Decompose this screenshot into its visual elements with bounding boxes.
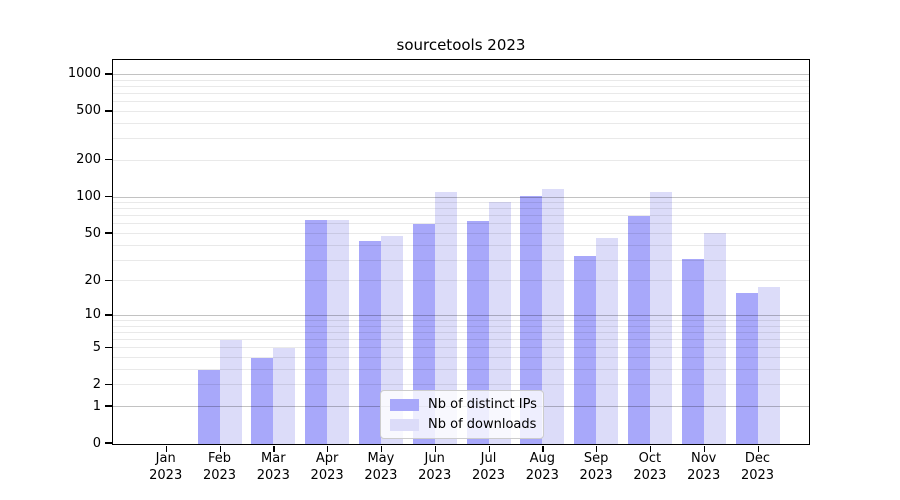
bar-downloads-nov: [703, 232, 726, 444]
legend-swatch-distinct-ips: [390, 398, 419, 411]
gridline-minor: [113, 159, 809, 161]
legend-item: Nb of downloads: [390, 417, 537, 432]
y-tick-label: 50: [84, 225, 101, 241]
y-tick-label: 100: [76, 189, 101, 204]
bar-distinct-ips-dec: [735, 292, 758, 444]
bar-downloads-mar: [273, 348, 296, 444]
y-tick-mark: [105, 346, 112, 348]
gridline-minor: [113, 122, 809, 124]
bar-downloads-oct: [649, 192, 672, 444]
y-tick-label: 2: [92, 376, 101, 392]
bar-distinct-ips-aug: [520, 195, 543, 444]
x-tick-label: Dec 2023: [740, 451, 775, 483]
y-tick-mark: [105, 73, 112, 75]
bar-distinct-ips-oct: [627, 216, 650, 444]
bar-distinct-ips-nov: [681, 258, 704, 444]
x-tick-label: Feb 2023: [202, 451, 237, 483]
y-tick-label: 1000: [67, 66, 101, 82]
x-tick-label: Apr 2023: [310, 451, 344, 483]
bar-distinct-ips-feb: [197, 369, 220, 444]
x-tick-label: Mar 2023: [256, 451, 290, 483]
legend-label: Nb of distinct IPs: [428, 397, 537, 412]
x-tick-label: Aug 2023: [525, 451, 559, 483]
gridline-minor: [113, 85, 809, 87]
bar-downloads-dec: [757, 286, 780, 444]
chart-title: sourcetools 2023: [396, 36, 526, 54]
x-tick-label: Jul 2023: [471, 451, 506, 483]
y-tick-label: 0: [92, 435, 101, 451]
y-tick-label: 10: [84, 307, 101, 323]
bar-distinct-ips-mar: [251, 358, 274, 444]
bar-downloads-jul: [488, 201, 511, 444]
gridline-minor: [113, 223, 809, 225]
x-tick-label: Nov 2023: [687, 451, 721, 483]
bar-distinct-ips-jun: [412, 223, 435, 444]
x-tick-mark: [219, 446, 221, 452]
legend-label: Nb of downloads: [428, 417, 537, 432]
x-tick-label: Jan 2023: [149, 451, 183, 483]
x-tick-label: May 2023: [364, 451, 398, 483]
y-tick-mark: [105, 405, 112, 407]
bar-downloads-aug: [542, 188, 565, 444]
plot-area: 0 1 2 5 10 20 50 100 200 500 1000 Jan 2023 Feb 2023 Mar…: [68, 59, 810, 483]
bar-distinct-ips-sep: [574, 255, 597, 444]
y-tick-mark: [105, 232, 112, 234]
gridline-minor: [113, 101, 809, 103]
gridline-minor: [113, 138, 809, 140]
x-tick-mark: [273, 446, 275, 452]
y-tick-mark: [105, 314, 112, 316]
bar-distinct-ips-apr: [305, 220, 328, 444]
x-tick-mark: [757, 446, 759, 452]
gridline-minor: [113, 202, 809, 203]
y-tick-label: 1: [92, 398, 101, 414]
y-tick-mark: [105, 383, 112, 385]
gridline-major: [113, 73, 809, 75]
y-tick-label: 200: [76, 152, 101, 168]
x-tick-mark: [649, 446, 652, 452]
bar-distinct-ips-may: [358, 240, 381, 444]
x-tick-label: Oct 2023: [633, 451, 667, 483]
x-tick-mark: [703, 446, 706, 452]
bar-downloads-apr: [327, 220, 350, 444]
x-tick-mark: [327, 446, 329, 452]
bar-downloads-sep: [596, 238, 619, 444]
legend: Nb of distinct IPs Nb of downloads: [380, 390, 544, 439]
gridline-minor: [113, 215, 809, 217]
bar-downloads-jun: [434, 192, 457, 444]
legend-swatch-downloads: [390, 418, 419, 431]
x-tick-mark: [488, 446, 490, 452]
x-tick-mark: [380, 446, 383, 452]
x-tick-mark: [596, 446, 598, 452]
y-tick-mark: [105, 195, 112, 198]
y-tick-label: 20: [84, 272, 101, 288]
x-tick-mark: [165, 446, 168, 452]
x-tick-label: Jun 2023: [418, 451, 452, 483]
gridline-major: [113, 196, 809, 198]
bar-downloads-feb: [219, 340, 242, 444]
y-tick-mark: [105, 159, 112, 161]
y-tick-mark: [105, 110, 112, 112]
gridline-minor: [113, 79, 809, 81]
y-tick-label: 500: [76, 103, 101, 119]
x-tick-mark: [434, 446, 437, 452]
x-tick-label: Sep 2023: [579, 451, 613, 483]
gridline-minor: [113, 93, 809, 94]
gridline-minor: [113, 208, 809, 210]
y-tick-mark: [105, 442, 112, 444]
legend-item: Nb of distinct IPs: [390, 397, 537, 412]
y-tick-mark: [105, 279, 112, 282]
bar-distinct-ips-jul: [466, 221, 489, 444]
gridline-minor: [113, 110, 809, 112]
x-tick-mark: [542, 446, 544, 452]
y-tick-label: 5: [92, 339, 101, 355]
